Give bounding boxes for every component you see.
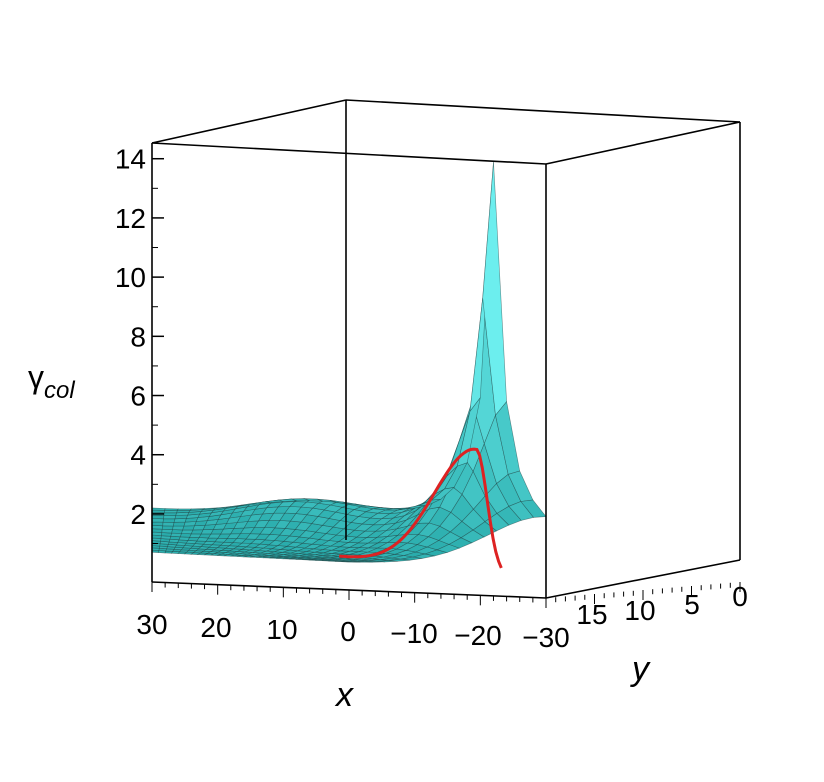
y-tick-label: 10 bbox=[624, 595, 655, 626]
y-tick-label: 0 bbox=[732, 581, 748, 612]
box-edge bbox=[545, 121, 741, 165]
y-axis-ticks: 15 10 5 0 bbox=[545, 581, 748, 630]
surface-patch bbox=[176, 508, 193, 511]
box-edge bbox=[151, 99, 347, 144]
z-tick-label: 8 bbox=[130, 321, 146, 352]
surface-patch bbox=[163, 512, 178, 516]
z-tick-label: 4 bbox=[130, 440, 146, 471]
box-edge bbox=[345, 99, 741, 123]
y-tick-label: 5 bbox=[684, 589, 700, 620]
surface-patch bbox=[182, 525, 196, 531]
x-tick-label: −20 bbox=[454, 620, 502, 651]
surface-patch bbox=[172, 525, 185, 531]
surface-patch bbox=[162, 521, 175, 527]
surface-patch bbox=[162, 518, 176, 523]
z-axis-title: γcol bbox=[28, 359, 75, 404]
x-tick-label: 20 bbox=[200, 612, 231, 643]
surface-patch bbox=[164, 508, 179, 511]
surface-patch bbox=[161, 525, 174, 530]
y-tick-label: 15 bbox=[576, 599, 607, 630]
z-axis-ticks: 2 4 6 8 10 12 14 bbox=[115, 144, 164, 545]
surface-patch bbox=[172, 521, 186, 527]
x-tick-label: 0 bbox=[340, 616, 356, 647]
z-tick-label: 6 bbox=[130, 381, 146, 412]
y-axis-title: y bbox=[630, 650, 651, 688]
z-tick-label: 14 bbox=[115, 144, 146, 175]
z-axis-subscript: col bbox=[44, 377, 75, 404]
x-tick-label: −10 bbox=[390, 618, 438, 649]
x-tick-label: −30 bbox=[522, 622, 570, 653]
z-tick-label: 12 bbox=[115, 203, 146, 234]
surface-patch bbox=[171, 529, 184, 534]
surface-patch bbox=[151, 507, 166, 511]
x-axis-ticks: 30 20 10 0 −10 −20 −30 bbox=[136, 582, 570, 653]
x-tick-label: 30 bbox=[136, 609, 167, 640]
x-axis-title: x bbox=[334, 676, 354, 714]
box-edge bbox=[151, 142, 547, 165]
x-tick-label: 10 bbox=[266, 614, 297, 645]
z-tick-label: 10 bbox=[115, 262, 146, 293]
highlight-curve bbox=[338, 447, 503, 569]
box-edge bbox=[545, 559, 741, 599]
z-tick-label: 2 bbox=[130, 499, 146, 530]
surface-patch bbox=[163, 515, 177, 520]
surface-patch bbox=[151, 521, 164, 527]
z-axis-symbol: γ bbox=[28, 359, 44, 395]
